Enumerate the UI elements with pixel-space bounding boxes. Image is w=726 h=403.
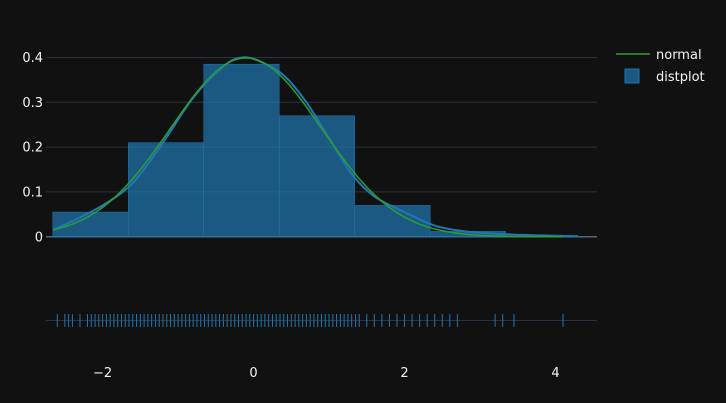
y-tick-label: 0 [35, 230, 43, 245]
histogram-bar[interactable] [203, 63, 280, 238]
histogram-bar[interactable] [278, 115, 355, 238]
x-axis-ticks: −2 0 2 4 [93, 366, 560, 381]
density-curves [52, 56, 579, 238]
legend-box-swatch [624, 68, 640, 84]
legend-item-distplot[interactable]: distplot [624, 68, 705, 85]
x-tick-label: 4 [551, 366, 559, 381]
histogram-bars [52, 63, 506, 238]
y-tick-label: 0.4 [22, 51, 43, 66]
rug-plot [56, 314, 564, 327]
histogram-bar[interactable] [354, 205, 431, 238]
x-tick-label: −2 [93, 366, 112, 381]
x-tick-label: 0 [249, 366, 257, 381]
legend-label-normal: normal [656, 48, 702, 63]
x-tick-label: 2 [400, 366, 408, 381]
y-tick-label: 0.2 [22, 141, 43, 156]
kde-curve[interactable] [52, 56, 579, 238]
legend-item-normal[interactable]: normal [616, 48, 702, 63]
y-tick-label: 0.1 [22, 185, 43, 200]
y-axis-ticks: 0 0.1 0.2 0.3 0.4 [22, 51, 43, 245]
normal-curve[interactable] [52, 57, 564, 238]
legend-label-distplot: distplot [656, 70, 705, 85]
histogram-bar[interactable] [128, 142, 205, 238]
y-tick-label: 0.3 [22, 96, 43, 111]
legend: normal distplot [616, 48, 705, 85]
